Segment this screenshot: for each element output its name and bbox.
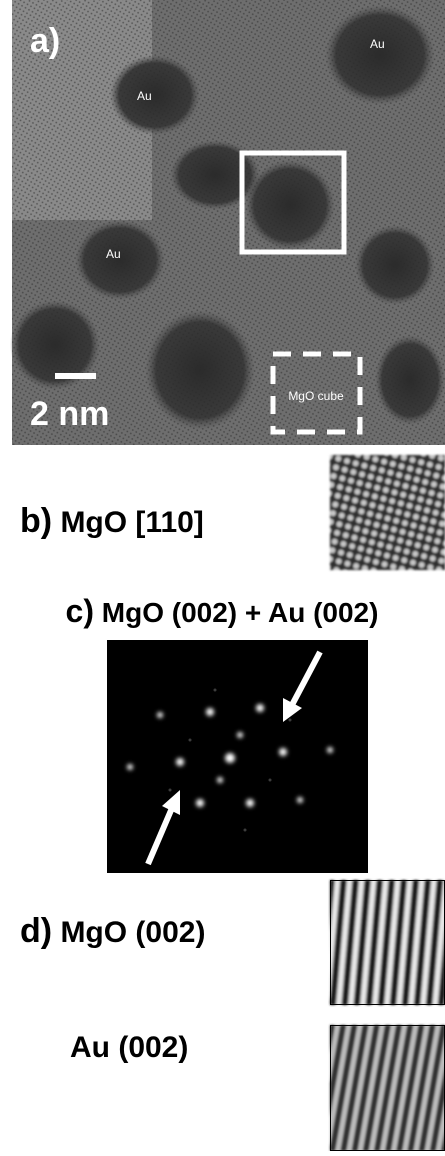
panel-label: d) [20, 912, 52, 950]
panel-title: c) MgO (002) + Au (002) [66, 593, 379, 629]
box-label: MgO cube [288, 389, 344, 403]
annotation: Au [137, 89, 152, 103]
panel-label: c) [66, 593, 94, 629]
filtered-image [330, 1025, 445, 1151]
figure: a) Au Au Au 2 nm MgO cube b) MgO [110] c… [0, 0, 445, 1151]
row-title: MgO (002) [60, 916, 205, 949]
fft-image [107, 640, 368, 873]
lattice-image [330, 455, 445, 570]
panel-title: d) MgO (002) [20, 912, 205, 950]
row-title: Au (002) [70, 1031, 188, 1064]
title: MgO [110] [60, 506, 203, 539]
title: MgO (002) + Au (002) [102, 597, 379, 628]
annotation: Au [370, 37, 385, 51]
page: {"panel_a": {"label": "a)", "annotations… [0, 0, 445, 1151]
panel-label: a) [30, 22, 60, 60]
panel-title: b) MgO [110] [20, 502, 204, 540]
scale-label: 2 nm [30, 395, 109, 433]
annotation: Au [106, 247, 121, 261]
panel-label: b) [20, 502, 52, 540]
filtered-image [330, 880, 445, 1005]
